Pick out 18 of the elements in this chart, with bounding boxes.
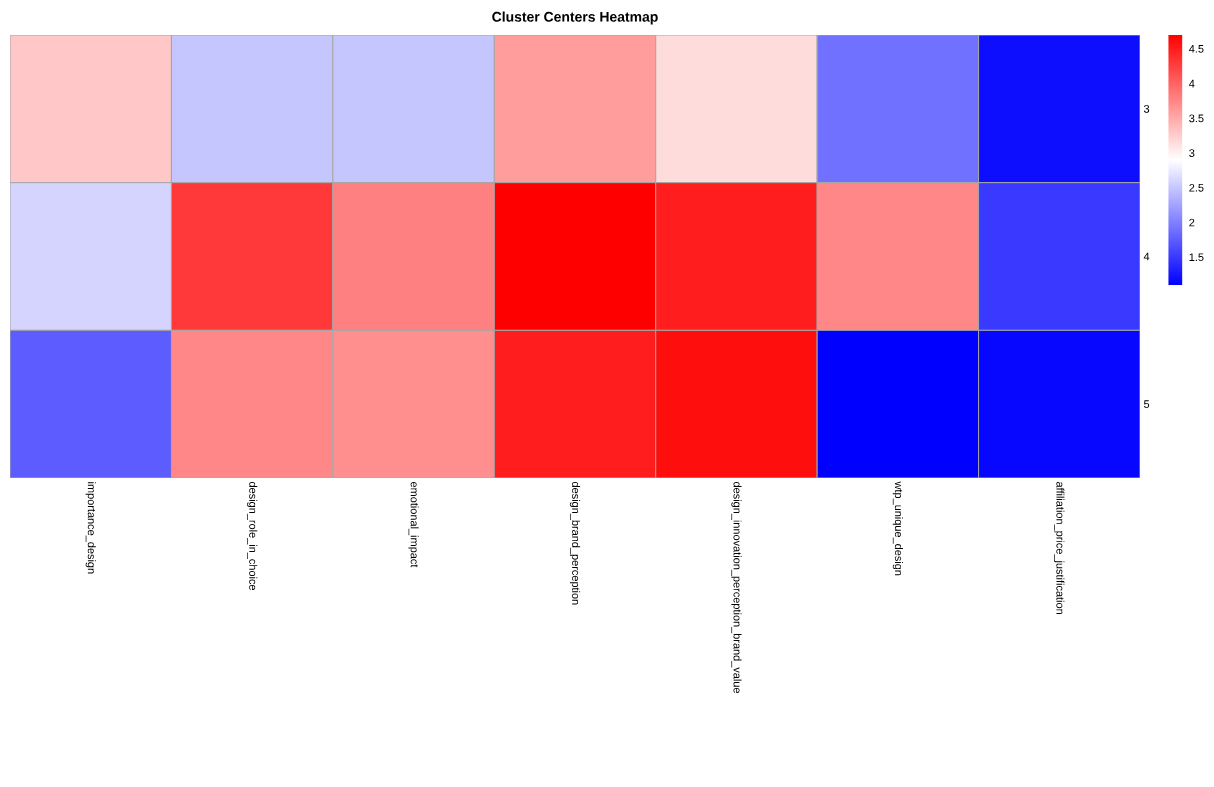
- y-tick-label: 3: [1143, 104, 1150, 113]
- x-tick-label: emotional_impact: [408, 481, 419, 568]
- x-tick-label: design_role_in_choice: [247, 481, 258, 591]
- color-bar-label: 1.5: [1189, 253, 1204, 262]
- x-tick-label: wtp_unique_design: [892, 481, 903, 576]
- color-bar-label: 3.5: [1189, 114, 1204, 123]
- x-tick-label: affiliation_price_justification: [1054, 481, 1065, 614]
- color-bar-label: 3: [1189, 149, 1195, 157]
- color-bar-label: 2.5: [1189, 183, 1204, 192]
- color-bar-label: 2: [1189, 218, 1195, 227]
- y-tick-label: 5: [1143, 400, 1150, 408]
- color-bar-label: 4: [1189, 79, 1195, 88]
- x-tick-label: design_innovation_perception_brand_value: [731, 481, 742, 694]
- color-bar-label: 4.5: [1189, 45, 1204, 53]
- x-tick-label: importance_design: [85, 482, 96, 574]
- y-tick-label: 4: [1143, 252, 1150, 261]
- chart-title: Cluster Centers Heatmap: [492, 11, 658, 25]
- x-tick-label: design_brand_perception: [569, 481, 581, 605]
